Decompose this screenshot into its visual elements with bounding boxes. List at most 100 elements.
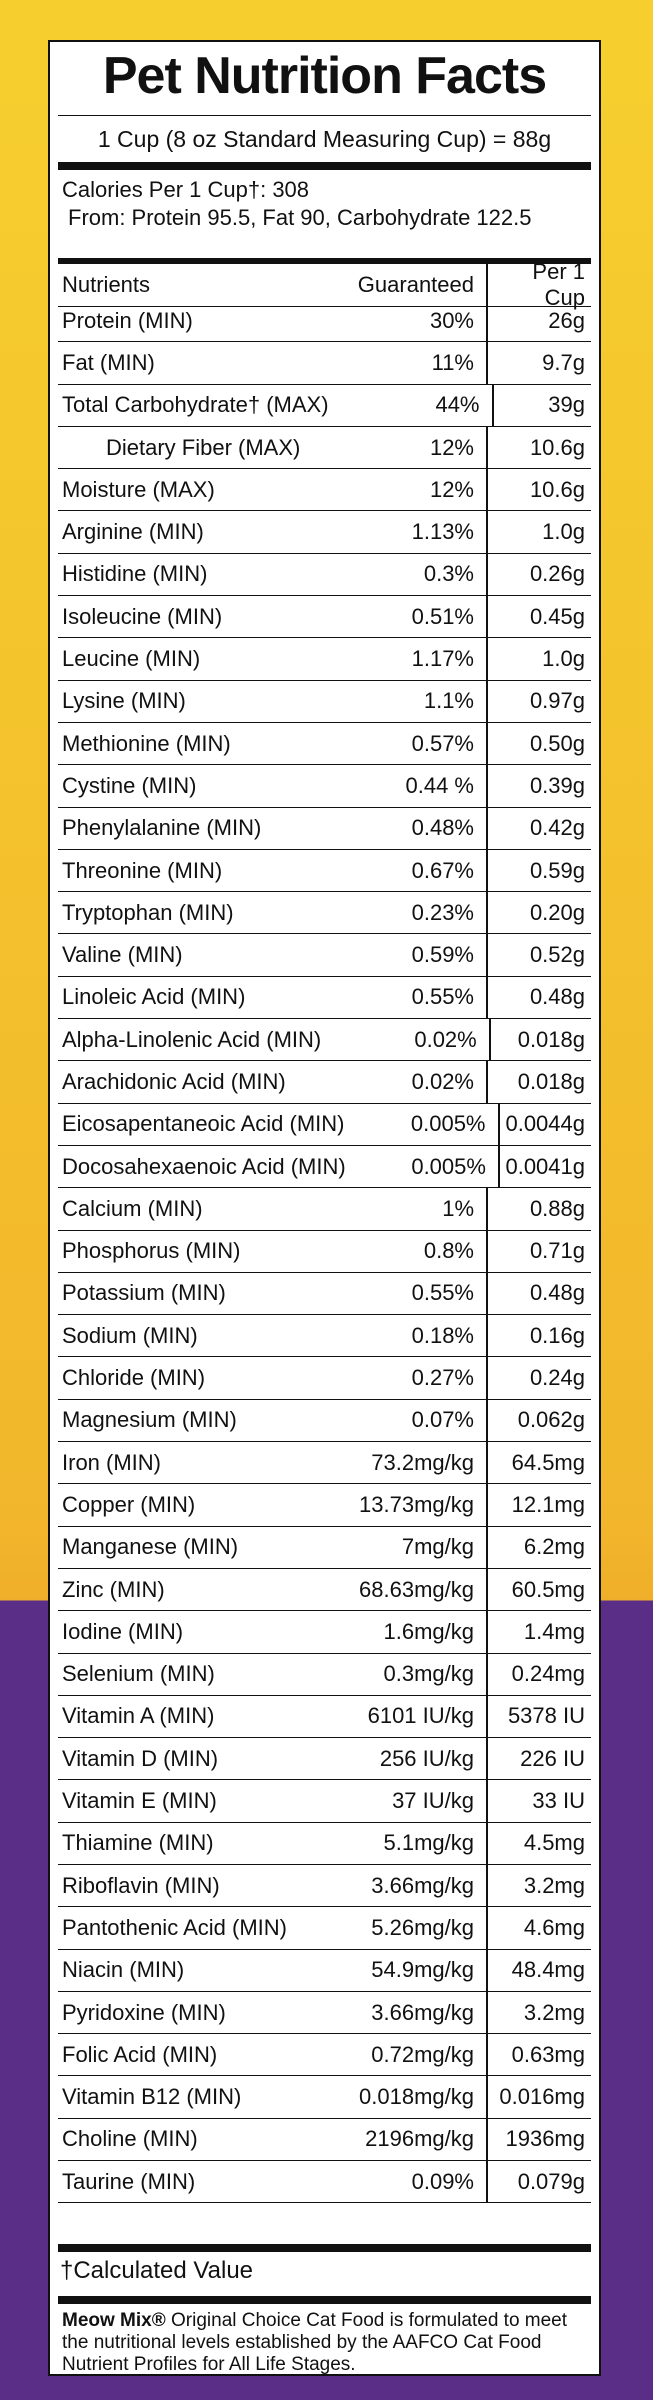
guaranteed-value: 0.44 % <box>405 772 475 798</box>
per-cup-value: 4.6mg <box>486 1907 591 1949</box>
nutrient-name: Niacin (MIN) <box>62 1957 185 1983</box>
aafco-statement: Meow Mix® Original Choice Cat Food is fo… <box>62 2310 583 2376</box>
guaranteed-value: 68.63mg/kg <box>359 1576 474 1602</box>
nutrient-name: Taurine (MIN) <box>62 2168 196 2194</box>
guaranteed-value: 0.51% <box>411 603 474 629</box>
nutrient-name: Vitamin E (MIN) <box>62 1788 217 1814</box>
per-cup-value: 48.4mg <box>486 1949 591 1991</box>
table-row: Niacin (MIN) 54.9mg/kg 48.4mg <box>58 1949 591 1992</box>
nutrient-name: Fat (MIN) <box>62 349 155 375</box>
nutrient-name: Protein (MIN) <box>62 307 193 333</box>
table-row: Tryptophan (MIN) 0.23% 0.20g <box>58 892 591 935</box>
header-per-cup: Per 1 Cup <box>486 259 591 310</box>
table-row: Valine (MIN) 0.59% 0.52g <box>58 934 591 977</box>
table-row: Iodine (MIN) 1.6mg/kg 1.4mg <box>58 1611 591 1654</box>
nutrient-name: Phenylalanine (MIN) <box>62 815 262 841</box>
table-row: Moisture (MAX) 12% 10.6g <box>58 469 591 512</box>
guaranteed-value: 256 IU/kg <box>379 1745 474 1771</box>
table-row: Pantothenic Acid (MIN) 5.26mg/kg 4.6mg <box>58 1907 591 1950</box>
guaranteed-value: 2196mg/kg <box>365 2126 474 2152</box>
table-row: Leucine (MIN) 1.17% 1.0g <box>58 638 591 681</box>
per-cup-value: 1.4mg <box>486 1611 591 1653</box>
guaranteed-value: 0.02% <box>414 1026 477 1052</box>
per-cup-value: 6.2mg <box>486 1526 591 1568</box>
guaranteed-value: 5.26mg/kg <box>371 1914 474 1940</box>
nutrient-name: Iron (MIN) <box>62 1449 161 1475</box>
nutrient-name: Tryptophan (MIN) <box>62 899 234 925</box>
per-cup-value: 1.0g <box>486 638 591 680</box>
per-cup-value: 33 IU <box>486 1780 591 1822</box>
guaranteed-value: 37 IU/kg <box>392 1788 474 1814</box>
table-row: Docosahexaenoic Acid (MIN) 0.005% 0.0041g <box>58 1145 591 1189</box>
nutrient-name: Leucine (MIN) <box>62 646 201 672</box>
per-cup-value: 0.079g <box>486 2161 591 2203</box>
per-cup-value: 0.63mg <box>486 2034 591 2076</box>
guaranteed-value: 1.17% <box>411 646 474 672</box>
guaranteed-value: 0.02% <box>411 1068 474 1094</box>
guaranteed-value: 30% <box>429 307 474 333</box>
table-row: Vitamin E (MIN) 37 IU/kg 33 IU <box>58 1780 591 1823</box>
nutrient-name: Copper (MIN) <box>62 1491 196 1517</box>
nutrient-name: Potassium (MIN) <box>62 1280 226 1306</box>
table-row: Zinc (MIN) 68.63mg/kg 60.5mg <box>58 1568 591 1612</box>
guaranteed-value: 13.73mg/kg <box>359 1491 474 1517</box>
per-cup-value: 0.52g <box>486 934 591 976</box>
nutrient-name: Dietary Fiber (MAX) <box>106 434 301 460</box>
per-cup-value: 0.0044g <box>497 1103 592 1145</box>
table-row: Selenium (MIN) 0.3mg/kg 0.24mg <box>58 1653 591 1696</box>
per-cup-value: 0.45g <box>486 596 591 638</box>
per-cup-value: 1.0g <box>486 511 591 553</box>
nutrient-name: Valine (MIN) <box>62 942 183 968</box>
table-row: Pyridoxine (MIN) 3.66mg/kg 3.2mg <box>58 1991 591 2035</box>
table-row: Choline (MIN) 2196mg/kg 1936mg <box>58 2118 591 2162</box>
per-cup-value: 0.018g <box>488 1019 591 1061</box>
nutrient-name: Total Carbohydrate† (MAX) <box>62 392 329 418</box>
table-row: Calcium (MIN) 1% 0.88g <box>58 1188 591 1231</box>
table-row: Fat (MIN) 11% 9.7g <box>58 342 591 385</box>
table-row: Arachidonic Acid (MIN) 0.02% 0.018g <box>58 1061 591 1104</box>
table-row: Alpha-Linolenic Acid (MIN) 0.02% 0.018g <box>58 1019 591 1062</box>
per-cup-value: 0.16g <box>486 1315 591 1357</box>
table-row: Vitamin A (MIN) 6101 IU/kg 5378 IU <box>58 1695 591 1739</box>
table-row: Dietary Fiber (MAX) 12% 10.6g <box>58 426 591 470</box>
nutrient-name: Moisture (MAX) <box>62 476 215 502</box>
nutrient-name: Chloride (MIN) <box>62 1365 206 1391</box>
per-cup-value: 0.48g <box>486 976 591 1019</box>
guaranteed-value: 0.07% <box>411 1407 474 1433</box>
table-row: Total Carbohydrate† (MAX) 44% 39g <box>58 384 591 427</box>
calories-from-line: From: Protein 95.5, Fat 90, Carbohydrate… <box>68 205 532 230</box>
table-row: Vitamin D (MIN) 256 IU/kg 226 IU <box>58 1738 591 1781</box>
guaranteed-value: 3.66mg/kg <box>371 1872 474 1898</box>
nutrient-name: Histidine (MIN) <box>62 561 208 587</box>
guaranteed-value: 0.23% <box>411 899 474 925</box>
nutrient-table: Protein (MIN) 30% 26g Fat (MIN) 11% 9.7g Total… <box>58 300 592 2204</box>
nutrient-name: Calcium (MIN) <box>62 1195 203 1221</box>
guaranteed-value: 0.67% <box>411 857 474 883</box>
per-cup-value: 0.42g <box>486 807 591 849</box>
aafco-statement-text: Original Choice Cat Food is formulated t… <box>62 2310 568 2375</box>
nutrient-name: Eicosapentaneoic Acid (MIN) <box>62 1111 345 1137</box>
guaranteed-value: 0.55% <box>411 1280 474 1306</box>
table-row: Iron (MIN) 73.2mg/kg 64.5mg <box>58 1442 591 1485</box>
guaranteed-value: 0.09% <box>411 2168 474 2194</box>
per-cup-value: 10.6g <box>486 426 591 469</box>
table-row: Isoleucine (MIN) 0.51% 0.45g <box>58 596 591 639</box>
brand-name: Meow Mix® <box>62 2310 166 2331</box>
nutrient-name: Choline (MIN) <box>62 2126 198 2152</box>
guaranteed-value: 7mg/kg <box>401 1534 474 1560</box>
table-row: Potassium (MIN) 0.55% 0.48g <box>58 1272 591 1316</box>
per-cup-value: 26g <box>486 300 591 342</box>
per-cup-value: 0.24g <box>486 1357 591 1399</box>
table-row: Arginine (MIN) 1.13% 1.0g <box>58 511 591 554</box>
per-cup-value: 4.5mg <box>486 1822 591 1864</box>
table-row: Folic Acid (MIN) 0.72mg/kg 0.63mg <box>58 2034 591 2077</box>
table-header: Nutrients Guaranteed Per 1 Cup <box>58 258 591 310</box>
guaranteed-value: 54.9mg/kg <box>371 1957 474 1983</box>
table-row: Eicosapentaneoic Acid (MIN) 0.005% 0.0044g <box>58 1103 592 1146</box>
calories-line: Calories Per 1 Cup†: 308 <box>62 177 310 202</box>
per-cup-value: 0.062g <box>486 1399 591 1442</box>
per-cup-value: 0.50g <box>486 722 591 765</box>
table-row: Manganese (MIN) 7mg/kg 6.2mg <box>58 1526 591 1569</box>
nutrient-name: Pantothenic Acid (MIN) <box>62 1914 287 1940</box>
guaranteed-value: 73.2mg/kg <box>371 1449 474 1475</box>
